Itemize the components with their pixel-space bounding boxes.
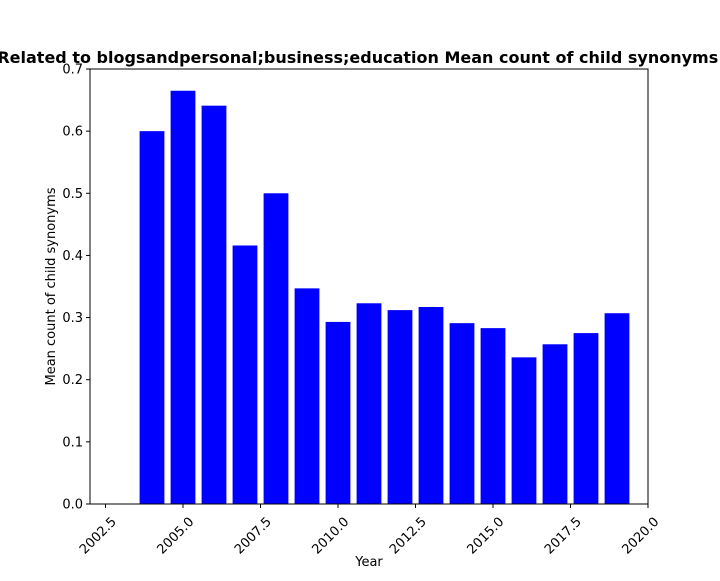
bar-2012 xyxy=(387,310,413,504)
bar-2011 xyxy=(356,303,382,504)
x-tick-label: 2020.0 xyxy=(619,515,662,558)
x-axis-ticks: 2002.5 2005.0 2007.5 2010.0 2012.5 2015.0 2017… xyxy=(77,504,662,557)
x-tick-label: 2012.5 xyxy=(387,515,430,558)
y-axis-ticks: 0.0 0.1 0.2 0.3 0.4 0.5 0.6 0.7 xyxy=(62,63,90,513)
y-tick-label: 0.3 xyxy=(62,311,83,326)
y-tick-label: 0.0 xyxy=(62,498,83,513)
bar-2007 xyxy=(232,245,258,504)
bar-2016 xyxy=(511,357,537,504)
x-tick-label: 2015.0 xyxy=(464,515,507,558)
x-tick-label: 2017.5 xyxy=(542,515,585,558)
bar-2018 xyxy=(573,333,599,504)
bar-2009 xyxy=(294,288,320,504)
y-tick-label: 0.6 xyxy=(62,125,83,140)
y-tick-label: 0.4 xyxy=(62,249,83,264)
y-tick-label: 0.5 xyxy=(62,187,83,202)
x-tick-label: 2005.0 xyxy=(154,515,197,558)
bar-2004 xyxy=(139,131,165,504)
x-axis-label: Year xyxy=(354,555,383,570)
bar-2019 xyxy=(604,313,630,504)
bar-2014 xyxy=(449,323,475,504)
x-tick-label: 2002.5 xyxy=(77,515,120,558)
bar-2017 xyxy=(542,344,568,504)
y-tick-label: 0.1 xyxy=(62,435,83,450)
x-tick-label: 2007.5 xyxy=(232,515,275,558)
bar-2005 xyxy=(170,90,196,504)
x-tick-label: 2010.0 xyxy=(309,515,352,558)
bar-2015 xyxy=(480,328,506,504)
bar-2013 xyxy=(418,307,444,504)
bar-2008 xyxy=(263,193,289,505)
plot-frame xyxy=(89,68,649,505)
chart-title: Related to blogsandpersonal;business;edu… xyxy=(0,48,720,67)
y-axis-label: Mean count of child synonyms xyxy=(44,187,59,385)
bar-2010 xyxy=(325,321,351,504)
bar-2006 xyxy=(201,105,227,505)
y-tick-label: 0.2 xyxy=(62,373,83,388)
bars xyxy=(139,90,630,505)
y-tick-label: 0.7 xyxy=(62,63,83,78)
